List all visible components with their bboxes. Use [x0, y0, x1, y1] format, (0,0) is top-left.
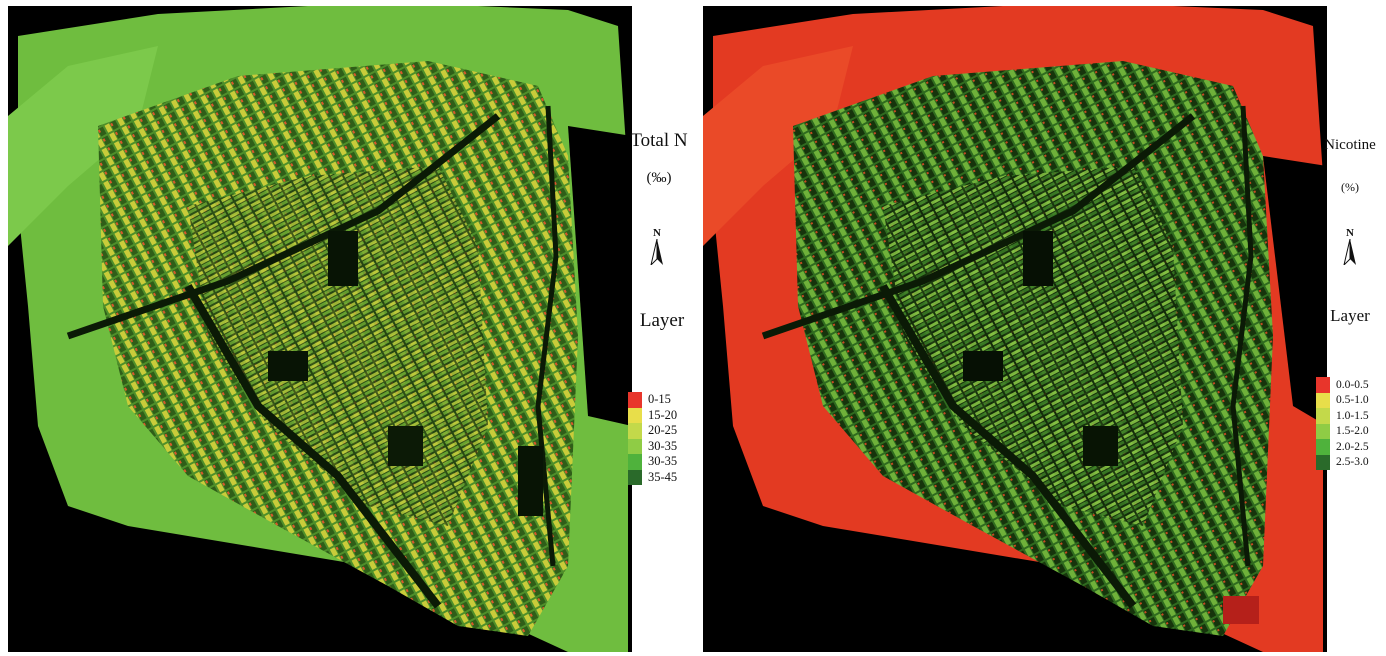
legend-swatch — [628, 454, 642, 470]
legend-item: 0-15 — [628, 392, 677, 408]
legend-item: 1.5-2.0 — [1316, 423, 1369, 439]
legend-item: 30-35 — [628, 454, 677, 470]
legend-label: 0.0-0.5 — [1336, 378, 1369, 391]
legend-title: Nicotine — [1324, 137, 1376, 153]
legend-swatch — [1316, 408, 1330, 424]
north-arrow-icon: N — [1340, 228, 1360, 268]
total-n-map — [8, 6, 632, 652]
legend-swatch — [628, 423, 642, 439]
legend-label: 20-25 — [648, 423, 678, 438]
legend-swatch — [1316, 392, 1330, 408]
legend-swatch — [628, 392, 642, 408]
legend-item: 30-35 — [628, 438, 678, 454]
legend-label: 30-35 — [648, 454, 678, 469]
legend-item: 0.5-1.0 — [1316, 392, 1369, 408]
legend-label: 0-15 — [648, 392, 671, 407]
legend: 0.0-0.5 0.5-1.0 1.0-1.5 1.5-2.0 2.0-2.5 … — [1316, 377, 1369, 470]
legend-item: 2.0-2.5 — [1316, 439, 1369, 455]
north-label: N — [653, 227, 661, 239]
legend-item: 15-20 — [628, 407, 678, 423]
legend-label: 35-45 — [648, 469, 678, 484]
legend-swatch — [1316, 377, 1330, 393]
legend: 0-15 15-20 20-25 30-35 30-35 35-45 — [628, 392, 677, 485]
legend-title: Total N — [630, 130, 688, 151]
north-label: N — [1346, 227, 1354, 239]
legend-item: 0.0-0.5 — [1316, 377, 1369, 393]
layer-title: Layer — [1330, 306, 1370, 325]
total-n-panel: Total N (‰) N Layer 0-15 15-20 20-25 30-… — [8, 6, 688, 652]
legend-swatch — [1316, 439, 1330, 455]
legend-swatch — [1316, 423, 1330, 439]
legend-swatch — [1316, 454, 1330, 470]
legend-item: 20-25 — [628, 423, 677, 439]
legend-label: 0.5-1.0 — [1336, 394, 1369, 407]
legend-swatch — [628, 438, 642, 454]
legend-item: 2.5-3.0 — [1316, 454, 1369, 470]
legend-unit: (%) — [1341, 180, 1359, 194]
legend-item: 1.0-1.5 — [1316, 408, 1369, 424]
legend-label: 15-20 — [648, 407, 678, 422]
legend-label: 2.5-3.0 — [1336, 456, 1369, 469]
legend-label: 2.0-2.5 — [1336, 440, 1369, 453]
legend-label: 1.5-2.0 — [1336, 425, 1369, 438]
legend-label: 1.0-1.5 — [1336, 409, 1369, 422]
nicotine-map — [703, 6, 1327, 652]
layer-title: Layer — [639, 310, 685, 331]
nicotine-map-image — [703, 6, 1327, 652]
legend-label: 30-35 — [648, 438, 678, 453]
north-arrow-icon: N — [647, 228, 667, 268]
legend-swatch — [628, 407, 642, 423]
total-n-map-image — [8, 6, 632, 652]
legend-swatch — [628, 469, 642, 485]
legend-unit: (‰) — [646, 170, 672, 186]
nicotine-panel: Nicotine (%) N Layer 0.0-0.5 0.5-1.0 1.0… — [693, 0, 1386, 656]
legend-item: 35-45 — [628, 469, 678, 485]
